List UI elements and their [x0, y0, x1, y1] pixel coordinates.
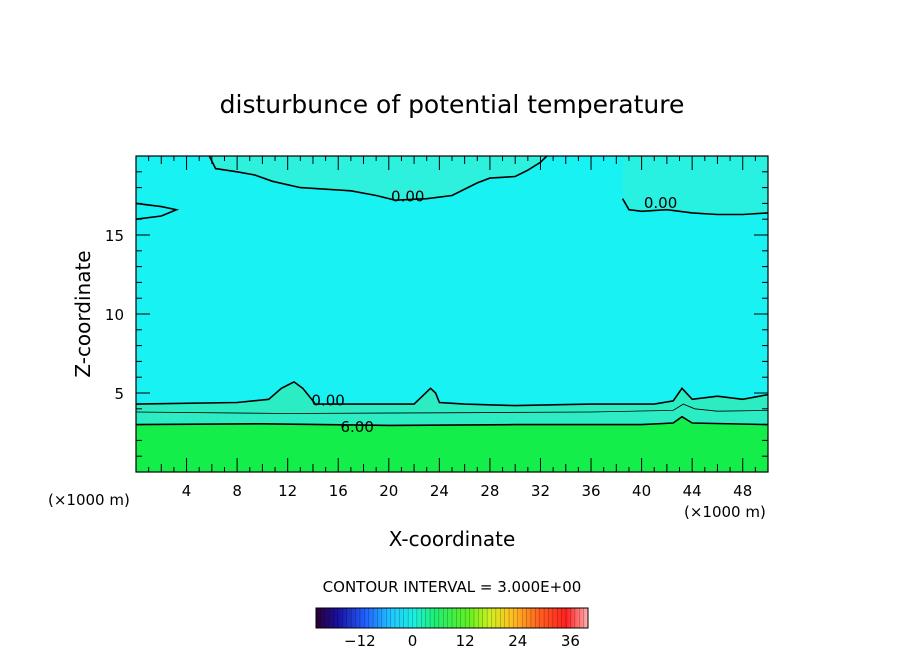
- y-tick-label: 15: [105, 227, 124, 245]
- contour-label: 0.00: [644, 194, 677, 212]
- x-tick-label: 28: [480, 482, 499, 500]
- x-tick-label: 20: [379, 482, 398, 500]
- contour-interval-label: CONTOUR INTERVAL = 3.000E+00: [323, 578, 582, 596]
- y-axis-label: Z-coordinate: [71, 250, 95, 377]
- contour-line: [135, 380, 769, 407]
- contour-labels: 0.00 0.00 0.00 6.00: [311, 188, 677, 437]
- temperature-field: [136, 156, 768, 472]
- contour-line: [621, 198, 769, 216]
- field-low-region: [136, 416, 768, 472]
- x-tick-label: 4: [182, 482, 192, 500]
- x-tick-label: 40: [632, 482, 651, 500]
- colorbar-tick-label: −12: [344, 632, 376, 650]
- contour-label: 0.00: [311, 391, 344, 409]
- field-upper-region: [209, 156, 547, 201]
- contour-line: [135, 202, 180, 220]
- colorbar-tick-label: 24: [508, 632, 527, 650]
- contour-label: 0.00: [391, 188, 424, 206]
- x-axis-label: X-coordinate: [389, 527, 516, 551]
- y-tick-label: 5: [114, 385, 124, 403]
- x-tick-label: 8: [232, 482, 242, 500]
- colorbar-tick-label: 0: [408, 632, 418, 650]
- x-tick-label: 24: [430, 482, 449, 500]
- x-tick-label: 32: [531, 482, 550, 500]
- contour-line: [135, 415, 769, 427]
- y-axis-ticks: 5 10 15: [105, 155, 768, 473]
- colorbar-segments: [315, 608, 589, 628]
- contour-lines: [135, 155, 769, 427]
- x-tick-label: 36: [581, 482, 600, 500]
- field-upper-right-region: [622, 156, 768, 215]
- x-tick-label: 44: [683, 482, 702, 500]
- x-tick-label: 48: [733, 482, 752, 500]
- contour-label: 6.00: [340, 418, 373, 436]
- colorbar-ticks: −12 0 12 24 36: [344, 632, 580, 650]
- contour-line: [135, 403, 769, 414]
- x-axis-ticks: 4 8 12 16 20 24 28 32 36 40 44 48: [135, 156, 769, 500]
- x-unit-left: (×1000 m): [48, 491, 130, 509]
- colorbar-tick-label: 12: [456, 632, 475, 650]
- x-tick-label: 16: [329, 482, 348, 500]
- colorbar-tick-label: 36: [561, 632, 580, 650]
- y-tick-label: 10: [105, 306, 124, 324]
- x-tick-label: 12: [278, 482, 297, 500]
- chart-title: disturbunce of potential temperature: [220, 90, 685, 119]
- x-unit-right: (×1000 m): [684, 503, 766, 521]
- contour-line: [208, 155, 548, 202]
